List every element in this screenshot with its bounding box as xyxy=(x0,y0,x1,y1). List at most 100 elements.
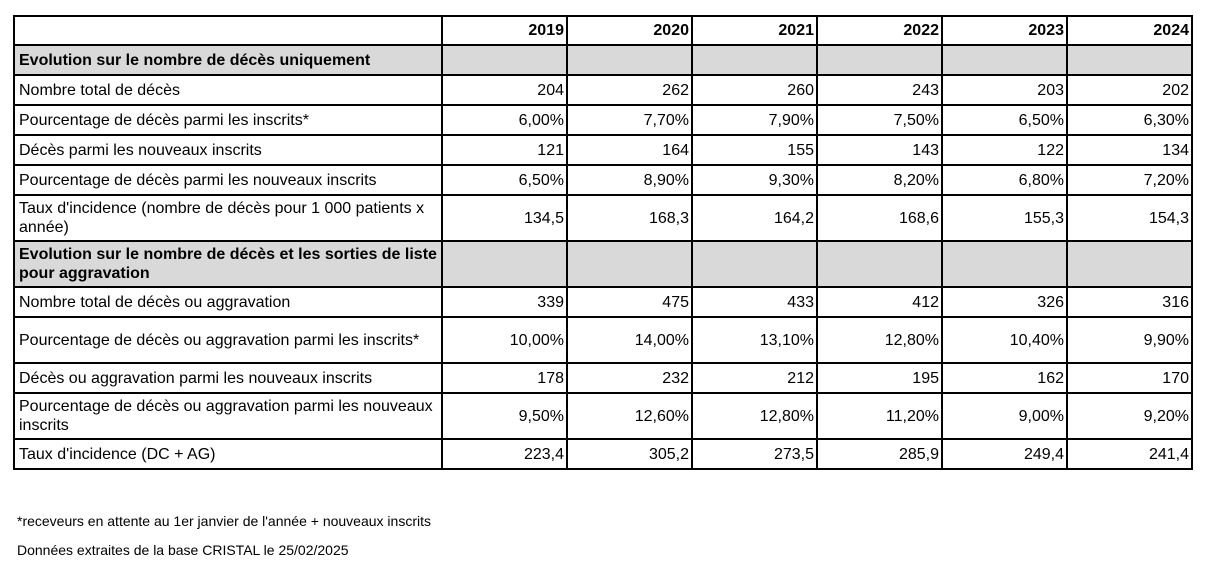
table-row: Décès parmi les nouveaux inscrits 121 16… xyxy=(13,134,1193,166)
row-label: Taux d'incidence (nombre de décès pour 1… xyxy=(13,194,443,242)
cell-value: 178 xyxy=(441,362,568,394)
cell-value: 6,80% xyxy=(941,164,1068,196)
cell-value: 12,80% xyxy=(816,316,943,364)
cell-value: 7,20% xyxy=(1066,164,1193,196)
cell-value: 6,50% xyxy=(441,164,568,196)
cell-value: 9,30% xyxy=(691,164,818,196)
section-fill xyxy=(816,240,943,288)
cell-value: 168,6 xyxy=(816,194,943,242)
cell-value: 223,4 xyxy=(441,438,568,470)
table-row: Nombre total de décès 204 262 260 243 20… xyxy=(13,74,1193,106)
cell-value: 433 xyxy=(691,286,818,318)
table-row: Pourcentage de décès parmi les inscrits*… xyxy=(13,104,1193,136)
cell-value: 155 xyxy=(691,134,818,166)
section-fill xyxy=(691,44,818,76)
section-header-deces: Evolution sur le nombre de décès uniquem… xyxy=(13,44,1193,76)
section-fill xyxy=(941,44,1068,76)
table-row: Décès ou aggravation parmi les nouveaux … xyxy=(13,362,1193,394)
cell-value: 9,00% xyxy=(941,392,1068,440)
header-row: 2019 2020 2021 2022 2023 2024 xyxy=(13,15,1193,46)
table-row: Taux d'incidence (nombre de décès pour 1… xyxy=(13,194,1193,242)
year-header: 2024 xyxy=(1066,15,1193,46)
year-header: 2020 xyxy=(566,15,693,46)
cell-value: 121 xyxy=(441,134,568,166)
cell-value: 9,90% xyxy=(1066,316,1193,364)
cell-value: 14,00% xyxy=(566,316,693,364)
row-label: Pourcentage de décès parmi les inscrits* xyxy=(13,104,443,136)
cell-value: 232 xyxy=(566,362,693,394)
cell-value: 164 xyxy=(566,134,693,166)
cell-value: 202 xyxy=(1066,74,1193,106)
row-label: Décès parmi les nouveaux inscrits xyxy=(13,134,443,166)
cell-value: 13,10% xyxy=(691,316,818,364)
cell-value: 154,3 xyxy=(1066,194,1193,242)
cell-value: 8,20% xyxy=(816,164,943,196)
cell-value: 305,2 xyxy=(566,438,693,470)
cell-value: 316 xyxy=(1066,286,1193,318)
cell-value: 7,90% xyxy=(691,104,818,136)
section-fill xyxy=(566,44,693,76)
section-fill xyxy=(1066,44,1193,76)
cell-value: 203 xyxy=(941,74,1068,106)
cell-value: 262 xyxy=(566,74,693,106)
section-fill xyxy=(1066,240,1193,288)
cell-value: 134,5 xyxy=(441,194,568,242)
table-row: Pourcentage de décès ou aggravation parm… xyxy=(13,392,1193,440)
cell-value: 6,00% xyxy=(441,104,568,136)
table-row: Pourcentage de décès ou aggravation parm… xyxy=(13,316,1193,364)
cell-value: 164,2 xyxy=(691,194,818,242)
row-label: Décès ou aggravation parmi les nouveaux … xyxy=(13,362,443,394)
cell-value: 412 xyxy=(816,286,943,318)
cell-value: 339 xyxy=(441,286,568,318)
cell-value: 195 xyxy=(816,362,943,394)
cell-value: 11,20% xyxy=(816,392,943,440)
cell-value: 6,30% xyxy=(1066,104,1193,136)
cell-value: 260 xyxy=(691,74,818,106)
cell-value: 326 xyxy=(941,286,1068,318)
cell-value: 170 xyxy=(1066,362,1193,394)
header-corner xyxy=(13,15,443,46)
table-row: Pourcentage de décès parmi les nouveaux … xyxy=(13,164,1193,196)
cell-value: 155,3 xyxy=(941,194,1068,242)
cell-value: 162 xyxy=(941,362,1068,394)
cell-value: 143 xyxy=(816,134,943,166)
row-label: Pourcentage de décès ou aggravation parm… xyxy=(13,316,443,364)
section-header-deces-aggravation: Evolution sur le nombre de décès et les … xyxy=(13,240,1193,288)
footnote-asterisk: *receveurs en attente au 1er janvier de … xyxy=(17,513,431,529)
cell-value: 212 xyxy=(691,362,818,394)
cell-value: 9,20% xyxy=(1066,392,1193,440)
table-row: Nombre total de décès ou aggravation 339… xyxy=(13,286,1193,318)
row-label: Pourcentage de décès ou aggravation parm… xyxy=(13,392,443,440)
cell-value: 10,40% xyxy=(941,316,1068,364)
footnote-source: Données extraites de la base CRISTAL le … xyxy=(17,542,349,558)
cell-value: 475 xyxy=(566,286,693,318)
cell-value: 249,4 xyxy=(941,438,1068,470)
statistics-table: 2019 2020 2021 2022 2023 2024 Evolution … xyxy=(13,15,1193,470)
cell-value: 122 xyxy=(941,134,1068,166)
section-title: Evolution sur le nombre de décès et les … xyxy=(13,240,443,288)
row-label: Nombre total de décès xyxy=(13,74,443,106)
year-header: 2022 xyxy=(816,15,943,46)
cell-value: 243 xyxy=(816,74,943,106)
cell-value: 6,50% xyxy=(941,104,1068,136)
row-label: Nombre total de décès ou aggravation xyxy=(13,286,443,318)
row-label: Taux d'incidence (DC + AG) xyxy=(13,438,443,470)
section-fill xyxy=(816,44,943,76)
cell-value: 134 xyxy=(1066,134,1193,166)
table-row: Taux d'incidence (DC + AG) 223,4 305,2 2… xyxy=(13,438,1193,470)
cell-value: 7,50% xyxy=(816,104,943,136)
cell-value: 8,90% xyxy=(566,164,693,196)
year-header: 2021 xyxy=(691,15,818,46)
section-title: Evolution sur le nombre de décès uniquem… xyxy=(13,44,443,76)
cell-value: 9,50% xyxy=(441,392,568,440)
cell-value: 204 xyxy=(441,74,568,106)
section-fill xyxy=(441,44,568,76)
section-fill xyxy=(441,240,568,288)
cell-value: 241,4 xyxy=(1066,438,1193,470)
row-label: Pourcentage de décès parmi les nouveaux … xyxy=(13,164,443,196)
section-fill xyxy=(941,240,1068,288)
section-fill xyxy=(691,240,818,288)
cell-value: 285,9 xyxy=(816,438,943,470)
year-header: 2023 xyxy=(941,15,1068,46)
section-fill xyxy=(566,240,693,288)
